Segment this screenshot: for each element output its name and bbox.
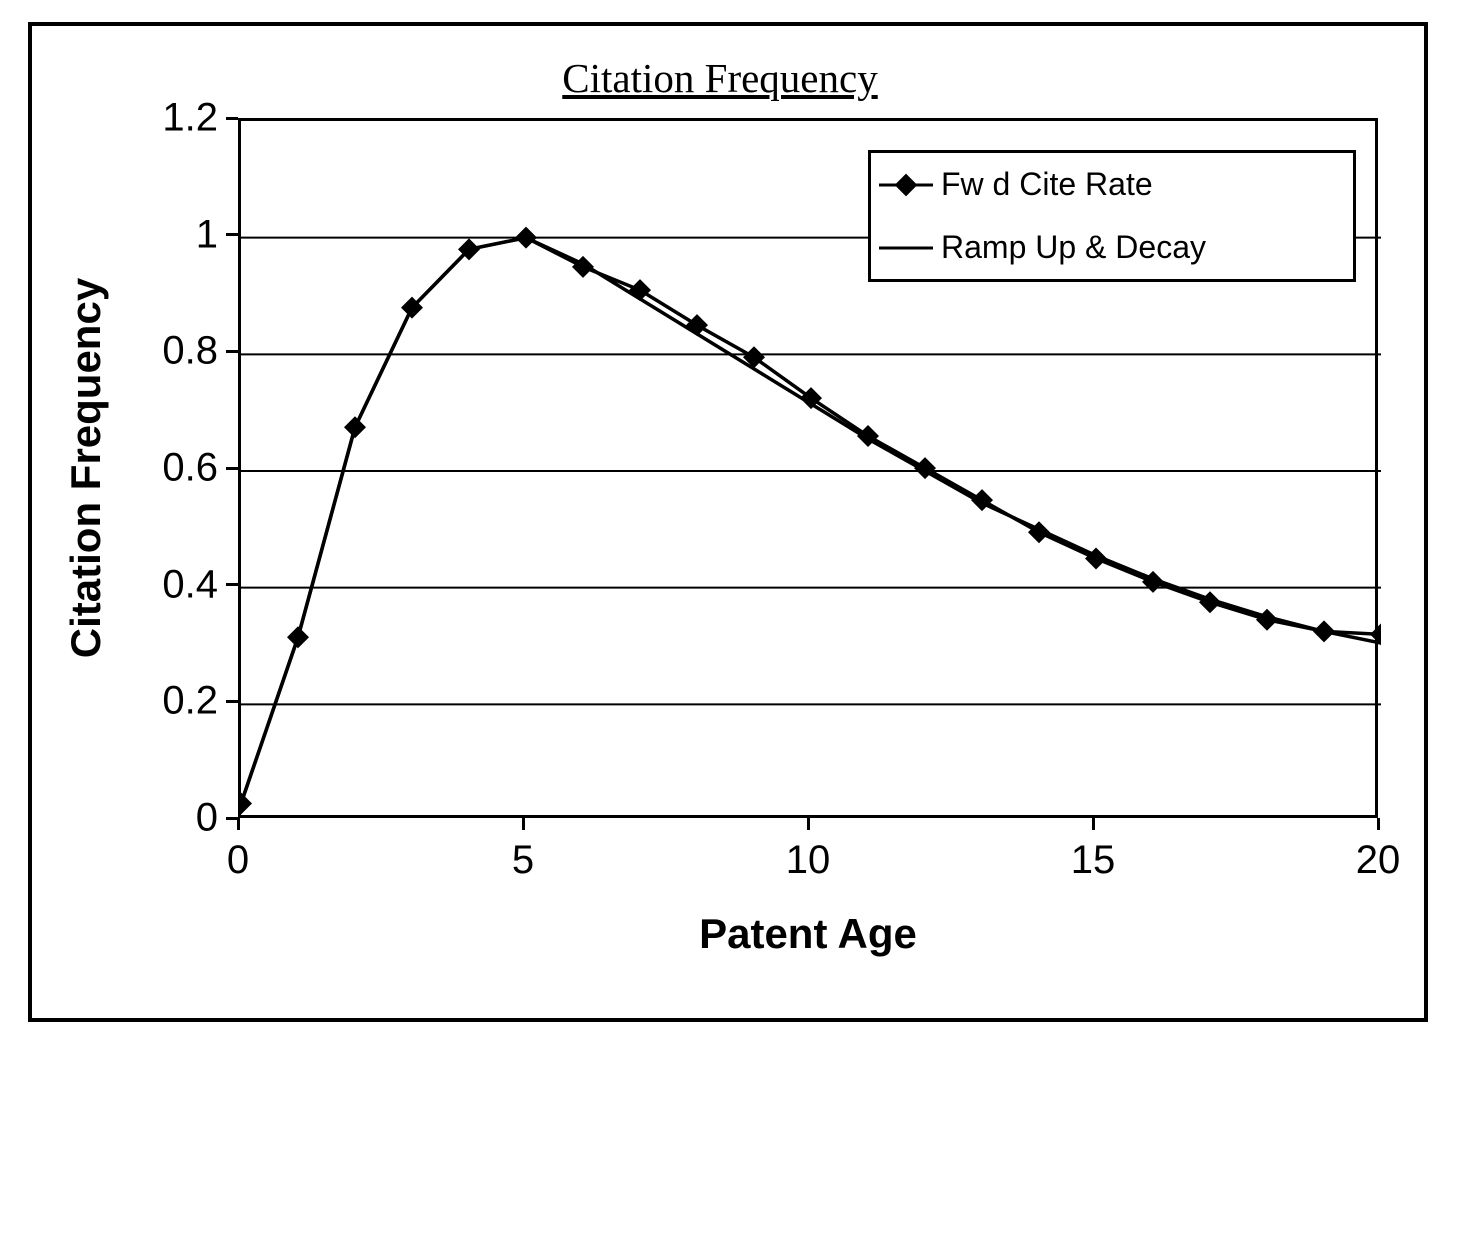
y-tick-label: 1 (196, 212, 218, 257)
x-tick-label: 15 (1071, 838, 1116, 883)
x-tick (237, 818, 240, 830)
legend-item: Ramp Up & Decay (871, 216, 1353, 279)
x-tick (1377, 818, 1380, 830)
y-tick (226, 467, 238, 470)
y-tick (226, 117, 238, 120)
x-tick-label: 5 (512, 838, 534, 883)
y-axis-label: Citation Frequency (62, 278, 110, 658)
x-axis-label: Patent Age (699, 910, 917, 958)
series-line (241, 238, 1381, 804)
y-tick-label: 0.6 (162, 446, 218, 491)
y-tick (226, 233, 238, 236)
y-tick-label: 0.2 (162, 679, 218, 724)
x-tick-label: 10 (786, 838, 831, 883)
chart-title: Citation Frequency (562, 54, 877, 102)
x-tick (522, 818, 525, 830)
legend-label: Ramp Up & Decay (941, 229, 1206, 266)
y-tick-label: 0.4 (162, 562, 218, 607)
x-tick (807, 818, 810, 830)
y-tick-label: 0.8 (162, 329, 218, 374)
y-tick (226, 350, 238, 353)
y-tick (226, 583, 238, 586)
legend-label: Fw d Cite Rate (941, 166, 1153, 203)
y-tick (226, 700, 238, 703)
x-tick-label: 0 (227, 838, 249, 883)
x-tick-label: 20 (1356, 838, 1401, 883)
legend: Fw d Cite Rate Ramp Up & Decay (868, 150, 1356, 282)
series-line (241, 238, 1381, 804)
legend-swatch (871, 216, 941, 279)
y-tick-label: 0 (196, 796, 218, 841)
legend-item: Fw d Cite Rate (871, 153, 1353, 216)
legend-swatch (871, 153, 941, 216)
y-tick-label: 1.2 (162, 96, 218, 141)
x-tick (1092, 818, 1095, 830)
diamond-icon (895, 173, 918, 196)
legend-line-icon (879, 246, 933, 249)
